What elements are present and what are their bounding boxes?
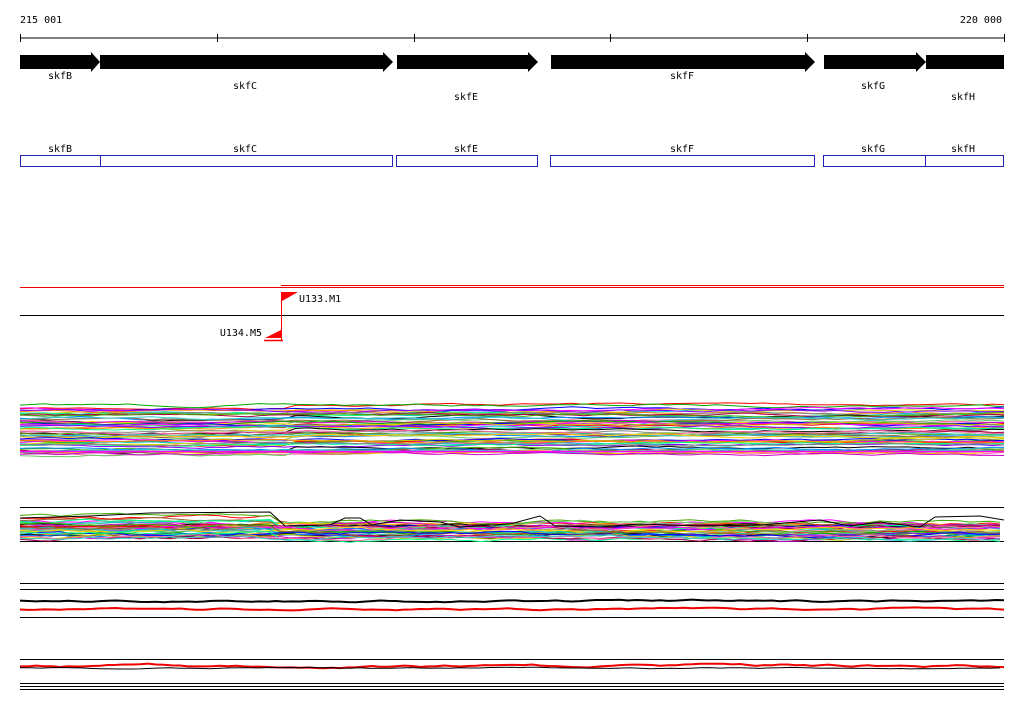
cds-label: skfE	[454, 144, 478, 155]
cds-label: skfG	[861, 144, 885, 155]
cds-box-skfH[interactable]: skfH	[925, 144, 1004, 167]
cds-label: skfF	[670, 144, 694, 155]
transcript-marker-track: U133.M1 U134.M5	[20, 285, 1004, 342]
gene-arrow-skfC[interactable]: skfC	[100, 52, 393, 92]
gene-label: skfE	[454, 92, 478, 103]
marker-reverse[interactable]: U134.M5	[220, 328, 283, 342]
cds-box-skfG[interactable]: skfG	[823, 144, 926, 167]
ruler-start-label: 215 001	[20, 15, 62, 26]
gene-arrow-skfE[interactable]: skfE	[397, 52, 538, 103]
cds-box-skfC[interactable]: skfC	[100, 144, 393, 167]
gene-arrow-skfG[interactable]: skfG	[824, 52, 926, 92]
gene-arrow-skfF[interactable]: skfF	[551, 52, 815, 82]
coordinate-ruler: 215 001 220 000	[20, 15, 1005, 42]
marker-forward[interactable]: U133.M1	[281, 292, 342, 340]
gene-label: skfC	[233, 81, 257, 92]
ruler-ticks	[20, 34, 1005, 42]
gene-arrow-skfB[interactable]: skfB	[20, 52, 100, 82]
gene-label: skfH	[951, 92, 975, 103]
cds-box-track: skfB skfC skfE skfF skfG skfH	[20, 144, 1004, 167]
coverage-track-bottom	[20, 659, 1005, 690]
ruler-end-label: 220 000	[960, 15, 1002, 26]
gene-label: skfF	[670, 71, 694, 82]
marker-label: U133.M1	[299, 294, 341, 305]
gene-arrow-skfH[interactable]: skfH	[926, 55, 1004, 103]
gene-arrow-track: skfB skfC skfE skfF skfG skfH	[20, 52, 1004, 103]
coverage-track-secondary	[19, 507, 1005, 543]
gene-label: skfG	[861, 81, 885, 92]
marker-label: U134.M5	[220, 328, 262, 339]
cds-label: skfC	[233, 144, 257, 155]
cds-box-skfB[interactable]: skfB	[20, 144, 101, 167]
cds-box-skfF[interactable]: skfF	[550, 144, 815, 167]
coverage-track-multicolor	[19, 402, 1005, 458]
cds-label: skfH	[951, 144, 975, 155]
coverage-track-summary	[19, 583, 1005, 618]
cds-label: skfB	[48, 144, 72, 155]
gene-label: skfB	[48, 71, 72, 82]
cds-box-skfE[interactable]: skfE	[396, 144, 538, 167]
